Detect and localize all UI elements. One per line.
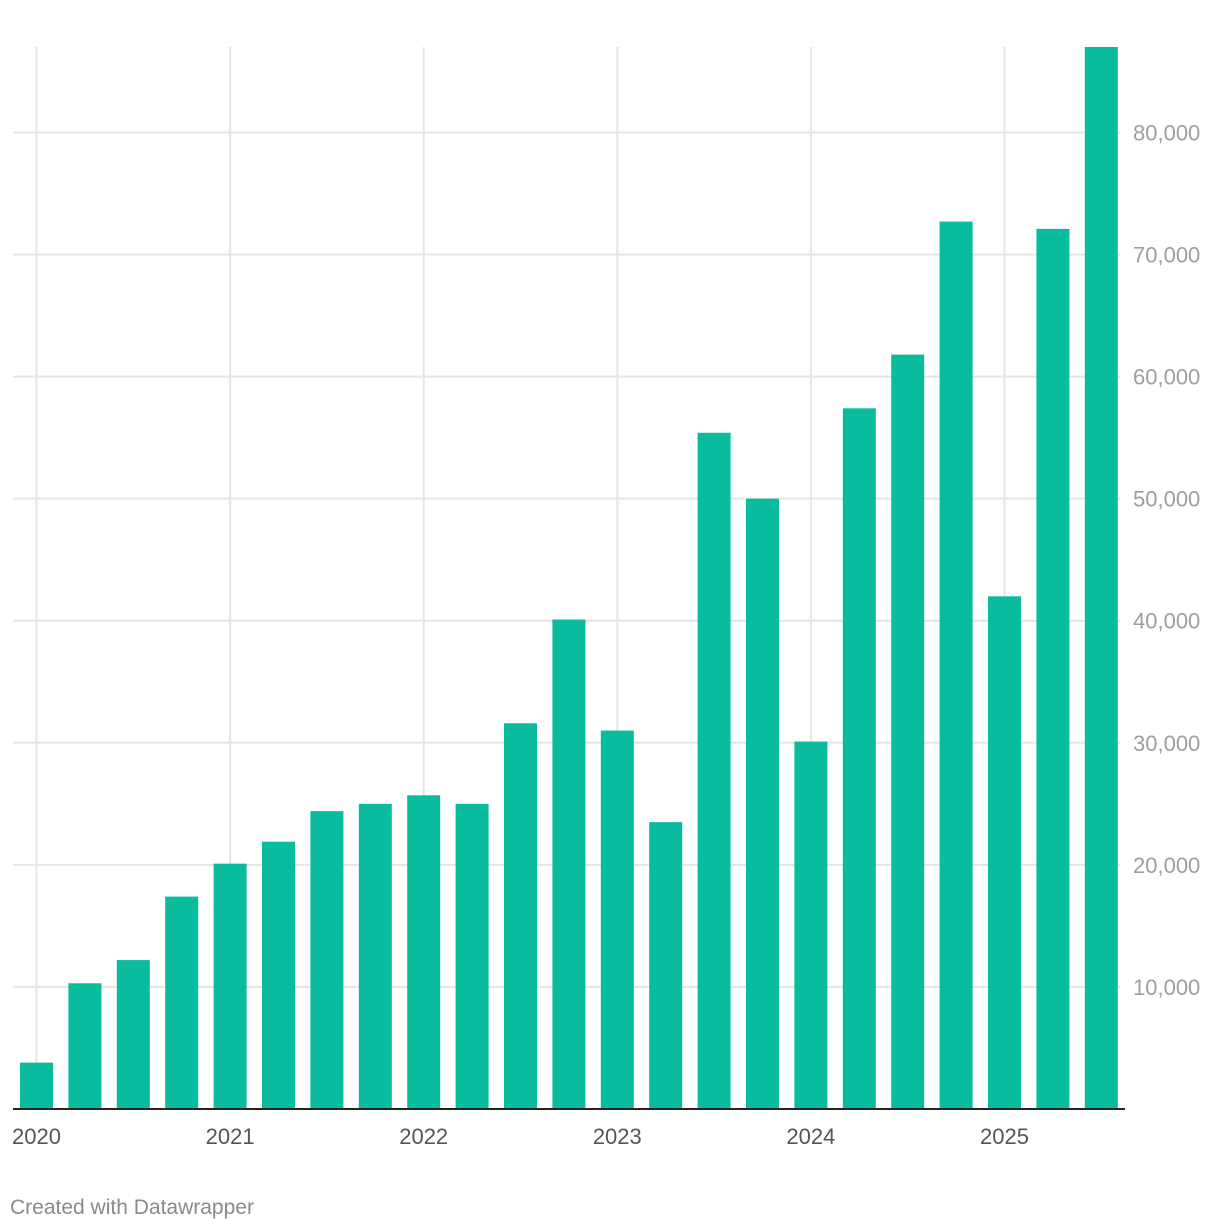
bars <box>20 47 1118 1110</box>
bar <box>746 498 779 1110</box>
bar <box>504 723 537 1109</box>
bar-chart: 10,000 20,000 30,000 40,000 50,000 60,000 70,0… <box>12 47 1200 1149</box>
y-tick-label: 10,000 <box>1133 975 1200 1000</box>
x-tick-label: 2022 <box>399 1124 448 1149</box>
bar <box>68 983 102 1109</box>
chart-credit: Created with Datawrapper <box>10 1196 254 1219</box>
bar <box>649 822 683 1109</box>
bar <box>697 432 731 1110</box>
y-tick-label: 50,000 <box>1133 487 1200 512</box>
bar <box>358 803 392 1109</box>
bar <box>600 730 634 1109</box>
bar <box>1084 47 1118 1109</box>
y-tick-label: 80,000 <box>1133 120 1200 145</box>
bar <box>20 1062 53 1109</box>
bar <box>1036 228 1070 1109</box>
bar <box>939 221 973 1110</box>
bar <box>116 960 150 1109</box>
x-tick-label: 2023 <box>593 1124 642 1149</box>
x-tick-label: 2020 <box>12 1124 61 1149</box>
y-tick-label: 70,000 <box>1133 243 1200 268</box>
axes: 10,000 20,000 30,000 40,000 50,000 60,000 70,0… <box>12 120 1200 1149</box>
bar <box>165 896 199 1109</box>
bar <box>552 619 586 1109</box>
x-tick-label: 2024 <box>786 1124 835 1149</box>
x-tick-label: 2025 <box>980 1124 1029 1149</box>
y-tick-label: 20,000 <box>1133 853 1200 878</box>
bar <box>891 354 925 1110</box>
bar <box>988 596 1021 1109</box>
bar <box>310 811 344 1109</box>
x-tick-label: 2021 <box>206 1124 255 1149</box>
y-tick-label: 40,000 <box>1133 609 1200 634</box>
bar <box>262 841 295 1109</box>
bar <box>842 408 876 1110</box>
y-tick-label: 60,000 <box>1133 365 1200 390</box>
bar <box>455 803 489 1109</box>
bar <box>213 863 247 1109</box>
bar <box>794 741 828 1109</box>
y-tick-label: 30,000 <box>1133 731 1200 756</box>
bar <box>407 795 441 1109</box>
